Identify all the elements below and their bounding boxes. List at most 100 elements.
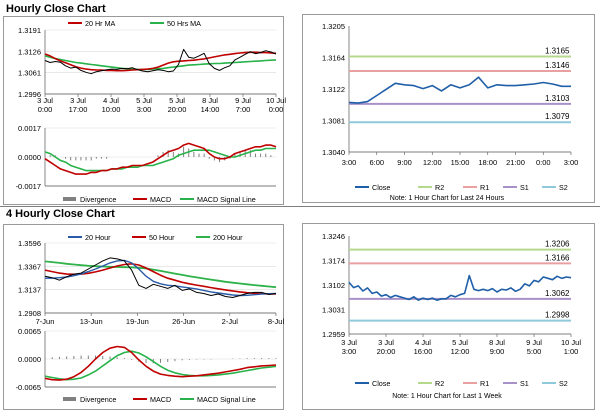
hourly_price-ytick-label: 1.3061 (18, 69, 41, 78)
last_week-legend-r1-label: R1 (480, 379, 489, 388)
hourly_price-xtick-label: 5 Jul 3:00 (136, 96, 152, 114)
four_hourly_price-series-200-hour (44, 260, 277, 289)
four_hourly_price-ytick-label: 1.3596 (18, 239, 41, 248)
hourly_price-legend-0-label: 20 Hr MA (85, 19, 116, 28)
last_week-legend-s2-label: S2 (559, 379, 568, 388)
hourly_price-series-20-hr-ma (44, 51, 277, 72)
hourly_price-xtick-label: 3 Jul 17:00 (69, 96, 88, 114)
last_week-ytick-label: 1.3174 (322, 257, 345, 266)
last24-xtick-label: 9:00 (397, 158, 412, 167)
last_week-level-label-s2: 1.2998 (545, 311, 570, 320)
last24-xtick-label: 6:00 (369, 158, 384, 167)
last_week-ytick-label: 1.2959 (322, 330, 345, 339)
hourly_price-xtick-label: 10 Jul 0:00 (266, 96, 286, 114)
four_hourly_macd-legend-macd-label: MACD (150, 395, 171, 404)
four_hourly_macd-signal-line (44, 350, 277, 381)
last_week-ytick-label: 1.3102 (322, 281, 345, 290)
last24-legend-s2-label: S2 (559, 183, 568, 192)
section-divider (0, 206, 600, 207)
hourly-section-title: Hourly Close Chart (6, 3, 106, 15)
four_hourly_price-series-close (44, 257, 277, 298)
last_week-close-line (348, 274, 572, 302)
four_hourly_price-ytick-label: 1.2908 (18, 309, 41, 318)
four_hourly_price-xtick-label: 8-Jul (268, 317, 285, 326)
four_hourly_price-ytick-label: 1.3137 (18, 286, 41, 295)
four_hourly_macd-legend-signal-label: MACD Signal Line (197, 395, 256, 404)
four_hourly_macd-ytick-label: 0.0065 (18, 327, 41, 336)
hourly_price-xtick-label: 5 Jul 20:00 (168, 96, 187, 114)
last_week-xtick-label: 10 Jul 1:00 (561, 338, 581, 356)
hourly_price-xtick-label: 8 Jul 14:00 (201, 96, 220, 114)
four_hourly_macd-ytick-label: -0.0065 (16, 383, 41, 392)
hourly_price-ytick-label: 1.3191 (18, 26, 41, 35)
four_hourly_price-legend-0-label: 20 Hour (85, 233, 111, 242)
hourly_macd-ytick-label: -0.0017 (16, 182, 41, 191)
hourly_price-xtick-label: 9 Jul 7:00 (235, 96, 251, 114)
four_hourly_macd-macd-line (44, 345, 277, 381)
last24-xtick-label: 3:00 (564, 158, 579, 167)
last_week-xtick-label: 9 Jul 5:00 (526, 338, 542, 356)
hourly_macd-ytick-label: 0.0017 (18, 124, 41, 133)
four_hourly_price-series-20-hour (45, 259, 277, 297)
last_week-xtick-label: 4 Jul 16:00 (414, 338, 433, 356)
last_week-legend-close-label: Close (372, 379, 390, 388)
four_hourly_price-legend-1-label: 50 Hour (149, 233, 175, 242)
last24-xtick-label: 15:00 (451, 158, 470, 167)
last_week-level-label-s1: 1.3062 (545, 289, 570, 298)
last_week-note: Note: 1 Hour Chart for Last 1 Week (392, 393, 502, 400)
four_hourly_price-xtick-label: 19-Jun (126, 317, 149, 326)
last24-ytick-label: 1.3040 (322, 148, 345, 157)
four_hourly_price-xtick-label: 2-Jul (222, 317, 239, 326)
last_week-xtick-label: 3 Jul 3:00 (341, 338, 357, 356)
last_week-level-label-r1: 1.3166 (545, 253, 570, 262)
last24-xtick-label: 12:00 (423, 158, 442, 167)
last_week-level-label-r2: 1.3206 (545, 240, 570, 249)
last_week-xtick-label: 8 Jul 9:00 (489, 338, 505, 356)
last_week-xtick-label: 3 Jul 20:00 (377, 338, 396, 356)
hourly_price-ytick-label: 1.2996 (18, 90, 41, 99)
four_hourly_price-ytick-label: 1.3367 (18, 262, 41, 271)
last24-legend-s1-label: S1 (520, 183, 529, 192)
hourly-left-panel (3, 16, 284, 205)
four_hourly_macd-legend-divergence-swatch (63, 397, 76, 401)
hourly_macd-signal-line (44, 147, 276, 172)
last24-xtick-label: 0:00 (536, 158, 551, 167)
last24-ytick-label: 1.3205 (322, 22, 345, 31)
hourly_price-xtick-label: 4 Jul 10:00 (102, 96, 121, 114)
four_hourly_price-xtick-label: 26-Jun (172, 317, 195, 326)
four_hourly_price-xtick-label: 13-Jun (80, 317, 103, 326)
last24-ytick-label: 1.3122 (322, 85, 345, 94)
last_week-legend-s1-label: S1 (520, 379, 529, 388)
hourly_macd-macd-line (44, 142, 277, 175)
last24-legend-r1-label: R1 (480, 183, 489, 192)
hourly_price-legend-1-label: 50 Hrs MA (167, 19, 201, 28)
last24-xtick-label: 3:00 (342, 158, 357, 167)
last24-level-label-s2: 1.3079 (545, 112, 570, 121)
hourly_price-series-50-hrs-ma (44, 55, 277, 71)
four_hourly_price-legend-2-label: 200 Hour (213, 233, 243, 242)
hourly_price-ytick-label: 1.3126 (18, 47, 41, 56)
last24-level-label-r1: 1.3146 (545, 61, 570, 70)
hourly_macd-legend-divergence-swatch (63, 197, 76, 201)
last_week-ytick-label: 1.3246 (322, 232, 345, 241)
four_hourly_macd-ytick-label: 0.0000 (18, 355, 41, 364)
last24-legend-r2-label: R2 (435, 183, 444, 192)
hourly_macd-legend-divergence-label: Divergence (80, 195, 116, 204)
last24-level-label-s1: 1.3103 (545, 94, 570, 103)
last_week-legend-r2-label: R2 (435, 379, 444, 388)
hourly_macd-legend-signal-label: MACD Signal Line (197, 195, 256, 204)
last24-note: Note: 1 Hour Chart for Last 24 Hours (390, 195, 505, 202)
last24-legend-close-label: Close (372, 183, 390, 192)
last24-close-line (348, 76, 571, 104)
last24-ytick-label: 1.3164 (322, 54, 345, 63)
last-week-panel (302, 223, 595, 410)
four_hourly_price-xtick-label: 7-Jun (36, 317, 55, 326)
last24-ytick-label: 1.3081 (322, 117, 345, 126)
last_week-xtick-label: 5 Jul 12:00 (451, 338, 470, 356)
hourly_price-xtick-label: 3 Jul 0:00 (37, 96, 53, 114)
last24-xtick-label: 21:00 (506, 158, 525, 167)
last24-level-label-r2: 1.3165 (545, 47, 570, 56)
four-hourly-section-title: 4 Hourly Close Chart (6, 208, 115, 220)
hourly_macd-ytick-label: 0.0000 (18, 153, 41, 162)
